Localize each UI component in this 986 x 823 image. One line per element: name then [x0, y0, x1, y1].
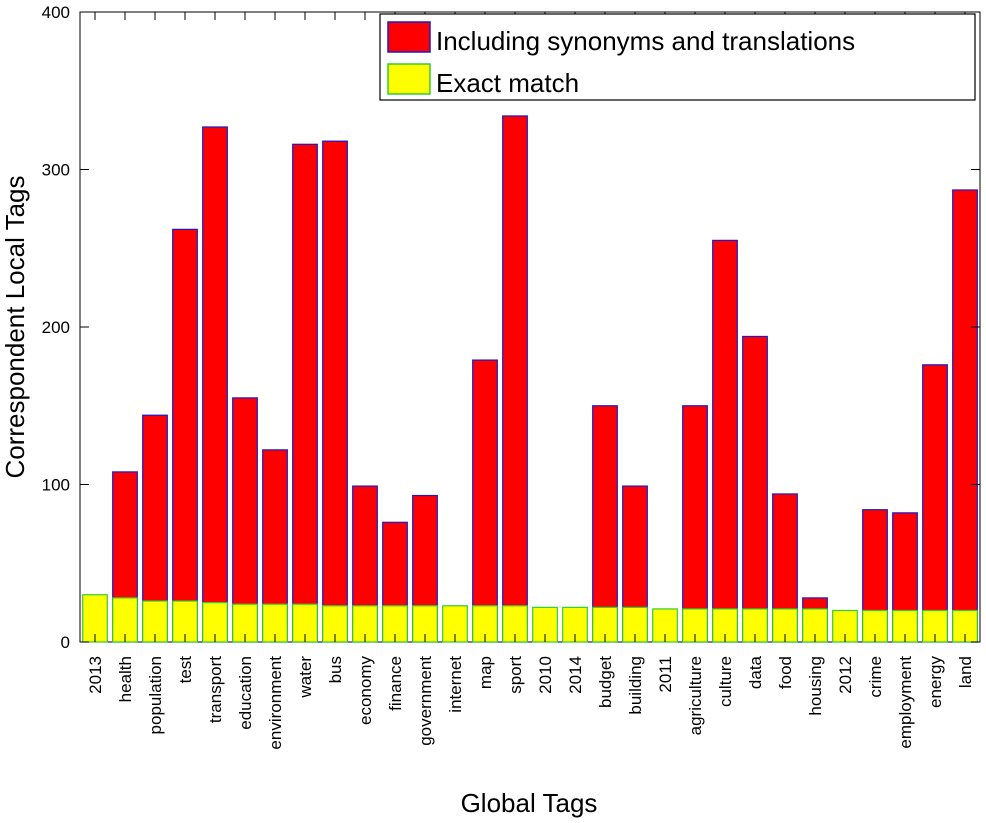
legend-swatch-exact-match [387, 63, 431, 95]
x-tick-label-health: health [116, 656, 135, 702]
bar-including-synonyms-and-translations-energy [922, 364, 948, 643]
y-axis-title: Correspondent Local Tags [0, 175, 30, 478]
x-tick-label-government: government [416, 656, 435, 746]
x-tick-label-economy: economy [356, 656, 375, 725]
bar-including-synonyms-and-translations-test [172, 228, 198, 643]
x-tick-label-energy: energy [926, 656, 945, 708]
y-tick-label: 0 [61, 633, 70, 652]
y-tick-label: 300 [42, 161, 70, 180]
x-tick-label-budget: budget [596, 656, 615, 708]
legend: Including synonyms and translations Exac… [379, 13, 976, 101]
x-tick-label-map: map [476, 656, 495, 689]
x-tick-label-2010: 2010 [536, 656, 555, 694]
x-tick-label-population: population [146, 656, 165, 734]
bar-including-synonyms-and-translations-water [292, 143, 318, 643]
x-tick-label-2014: 2014 [566, 656, 585, 694]
bar-including-synonyms-and-translations-transport [202, 126, 228, 643]
legend-swatch-including-synonyms [387, 21, 431, 53]
bar-including-synonyms-and-translations-agriculture [682, 405, 708, 643]
legend-box [379, 13, 976, 101]
x-tick-label-test: test [176, 656, 195, 684]
bar-including-synonyms-and-translations-map [472, 359, 498, 643]
legend-label-exact-match: Exact match [436, 68, 579, 98]
x-tick-label-2012: 2012 [836, 656, 855, 694]
y-tick-label: 400 [42, 3, 70, 22]
x-tick-label-crime: crime [866, 656, 885, 698]
bar-including-synonyms-and-translations-data [742, 335, 768, 643]
bar-including-synonyms-and-translations-budget [592, 405, 618, 643]
x-tick-label-2013: 2013 [86, 656, 105, 694]
bar-including-synonyms-and-translations-sport [502, 115, 528, 643]
x-tick-label-finance: finance [386, 656, 405, 711]
x-tick-label-environment: environment [266, 656, 285, 750]
x-tick-label-culture: culture [716, 656, 735, 707]
plot-area [79, 11, 981, 643]
y-tick-label: 200 [42, 318, 70, 337]
x-tick-label-internet: internet [446, 656, 465, 713]
x-tick-label-housing: housing [806, 656, 825, 716]
x-tick-label-education: education [236, 656, 255, 730]
x-tick-label-water: water [296, 656, 315, 699]
x-tick-label-data: data [746, 655, 765, 689]
legend-label-including-synonyms: Including synonyms and translations [436, 26, 855, 56]
x-tick-label-food: food [776, 656, 795, 689]
x-tick-label-2011: 2011 [656, 656, 675, 693]
bar-including-synonyms-and-translations-education [232, 397, 258, 643]
x-axis-title: Global Tags [461, 788, 598, 818]
axes-layer: 0 100 200 300 400 2013 health population test tra… [42, 3, 980, 750]
bar-including-synonyms-and-translations-bus [322, 140, 348, 643]
x-tick-label-bus: bus [326, 656, 345, 683]
x-tick-label-building: building [626, 656, 645, 715]
bar-including-synonyms-and-translations-culture [712, 239, 738, 643]
x-tick-label-land: land [956, 656, 975, 688]
x-tick-label-employment: employment [896, 656, 915, 749]
bar-including-synonyms-and-translations-land [952, 189, 978, 643]
x-tick-label-sport: sport [506, 656, 525, 694]
x-tick-label-agriculture: agriculture [686, 656, 705, 735]
y-tick-label: 100 [42, 476, 70, 495]
x-tick-label-transport: transport [206, 656, 225, 723]
